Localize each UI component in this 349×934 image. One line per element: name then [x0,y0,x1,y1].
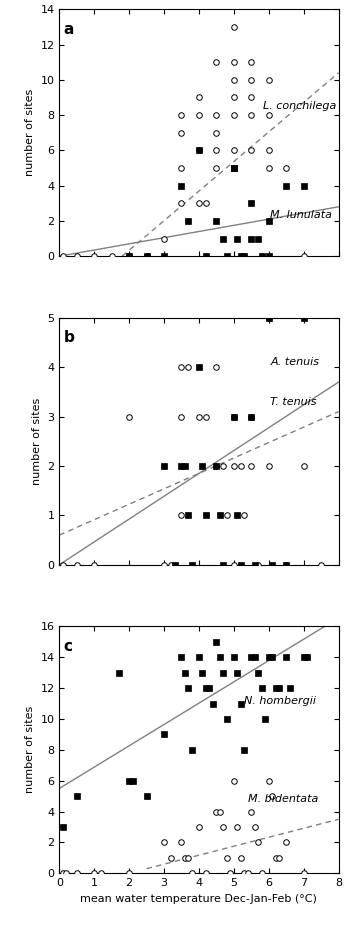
Text: N. hombergii: N. hombergii [244,696,316,705]
Y-axis label: number of sites: number of sites [25,89,35,177]
Y-axis label: number of sites: number of sites [25,706,35,794]
Text: M. lunulata: M. lunulata [270,210,333,219]
Text: M. bidentata: M. bidentata [248,794,318,804]
Text: L. conchilega: L. conchilega [263,101,337,111]
Text: b: b [64,331,74,346]
Y-axis label: number of sites: number of sites [32,398,42,485]
Text: a: a [64,21,74,36]
Text: T. tenuis: T. tenuis [270,397,317,407]
Text: A. tenuis: A. tenuis [270,358,319,367]
Text: c: c [64,639,73,654]
X-axis label: mean water temperature Dec-Jan-Feb (°C): mean water temperature Dec-Jan-Feb (°C) [81,894,317,904]
